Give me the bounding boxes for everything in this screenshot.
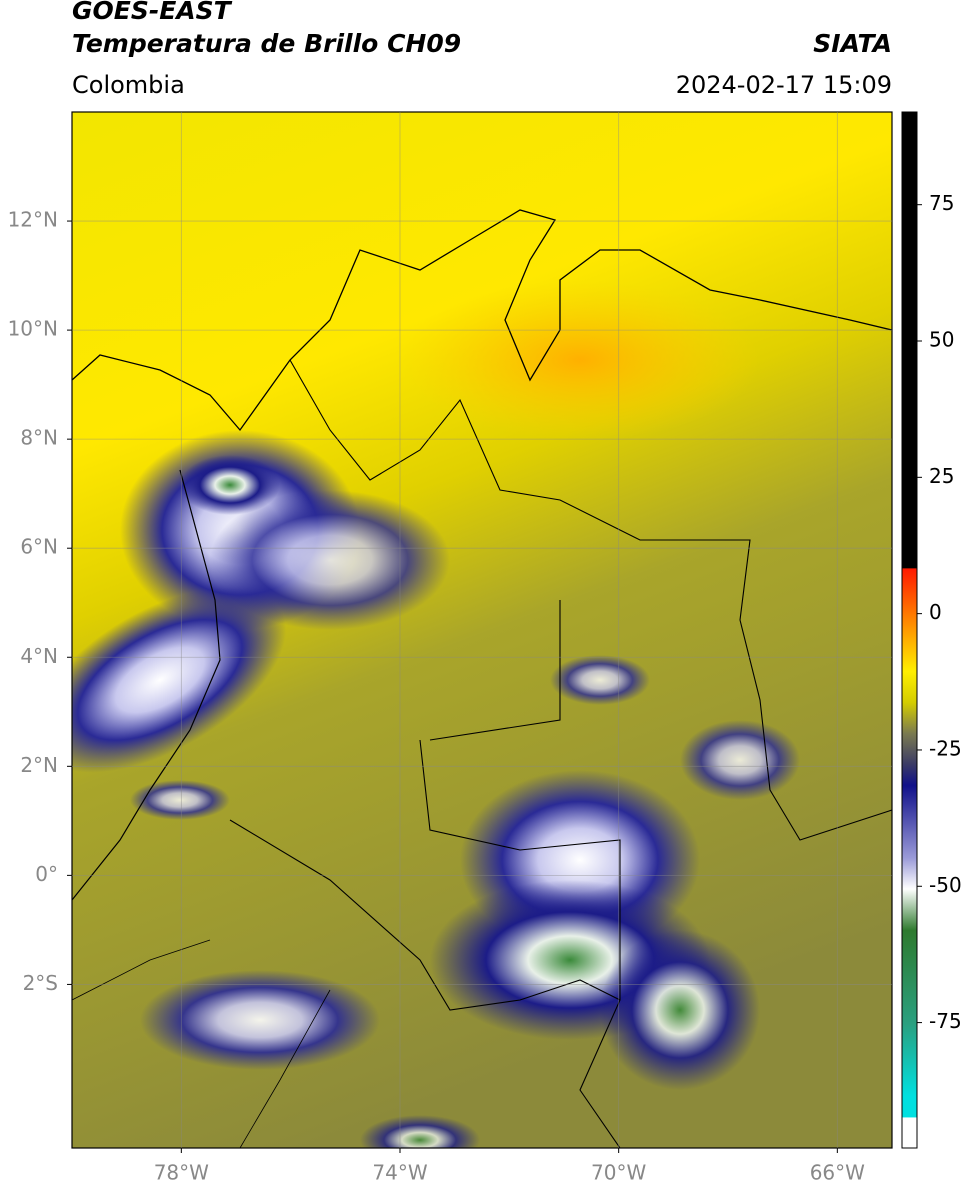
region: Colombia [72, 71, 185, 99]
lat-tick-label: 0° [35, 862, 58, 886]
lon-tick-label: 74°W [372, 1161, 427, 1185]
lat-tick-label: 6°N [20, 535, 58, 559]
datetime: 2024-02-17 15:09 [676, 71, 892, 99]
source: SIATA [813, 29, 892, 58]
lat-tick-label: 4°N [20, 644, 58, 668]
colorbar-label: 50 [929, 328, 954, 352]
colorbar-label: -25 [929, 736, 962, 760]
lat-tick-label: 10°N [8, 317, 58, 341]
map-frame [71, 111, 893, 1149]
colorbar-label: 0 [929, 600, 942, 624]
lat-tick-label: 12°N [8, 208, 58, 232]
lat-tick-label: 2°N [20, 753, 58, 777]
colorbar-label: -50 [929, 873, 962, 897]
map-image [72, 112, 892, 1148]
lon-tick-label: 78°W [154, 1161, 209, 1185]
lon-tick-label: 66°W [810, 1161, 865, 1185]
lat-tick-label: 2°S [23, 971, 58, 995]
lat-tick-label: 8°N [20, 426, 58, 450]
lon-tick-label: 70°W [591, 1161, 646, 1185]
colorbar-label: 25 [929, 464, 954, 488]
subtitle: Temperatura de Brillo CH09 [72, 29, 461, 58]
title: GOES-EAST [72, 0, 233, 25]
colorbar-label: 75 [929, 191, 954, 215]
colorbar-label: -75 [929, 1009, 962, 1033]
colorbar [901, 111, 918, 1149]
